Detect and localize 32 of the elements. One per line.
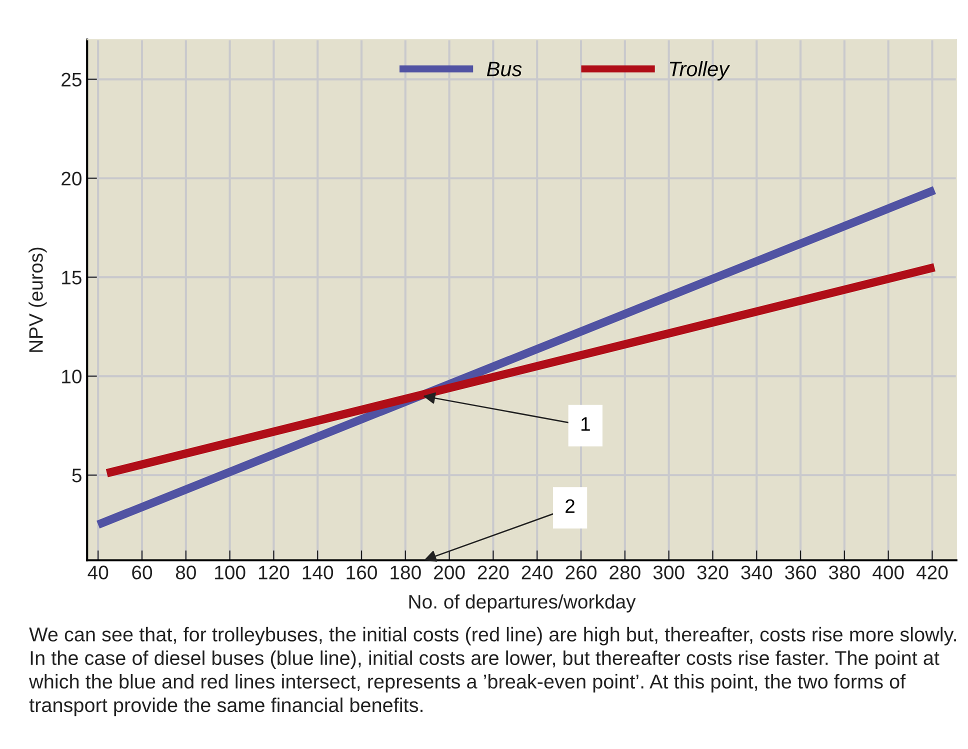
text: We can see that, for trolleybuses, the initial costs (red line) are high but, thereafter, costs rise more slowly. In the case of diesel buses (blue line), initial costs are lower, but thereafter costs rise faster. The point at which the blue and red lines intersect, represents a ’break-even point’. At this point, the two forms of transport provide the same financial benefits. [29,626,956,716]
x-tick-label: 320 [697,566,728,580]
y-tick-label: 5 [72,468,82,482]
x-tick-label: 200 [434,566,465,580]
x-tick-label: 400 [872,566,904,580]
x-tick-label: 220 [478,566,509,580]
y-axis-title: NPV (euros) [28,248,47,352]
y-tick-label: 15 [62,270,82,284]
x-tick-label: 300 [653,566,684,580]
x-tick-label: 100 [215,566,246,580]
x-tick-label: 260 [566,566,596,580]
x-tick-label: 360 [785,566,816,580]
annotation: 1 [581,417,590,431]
x-tick-label: 60 [132,566,152,580]
x-tick-label: 180 [390,566,421,580]
x-tick-label: 40 [88,566,108,580]
legend-label: Trolley [670,61,730,80]
x-tick-label: 240 [522,566,553,580]
x-tick-label: 160 [346,566,377,580]
x-tick-label: 380 [828,566,860,580]
x-tick-label: 340 [741,566,772,580]
x-axis-title: No. of departures/workday [409,594,636,612]
annotation: 2 [566,499,574,513]
x-tick-label: 120 [258,566,290,580]
y-tick-label: 10 [62,370,82,384]
x-tick-label: 80 [176,566,196,580]
x-tick-label: 140 [302,566,334,580]
legend-label: Bus [486,62,522,76]
y-tick-label: 20 [62,172,82,186]
x-tick-label: 280 [610,566,640,580]
x-tick-label: 420 [916,566,948,580]
y-tick-label: 25 [62,72,82,87]
